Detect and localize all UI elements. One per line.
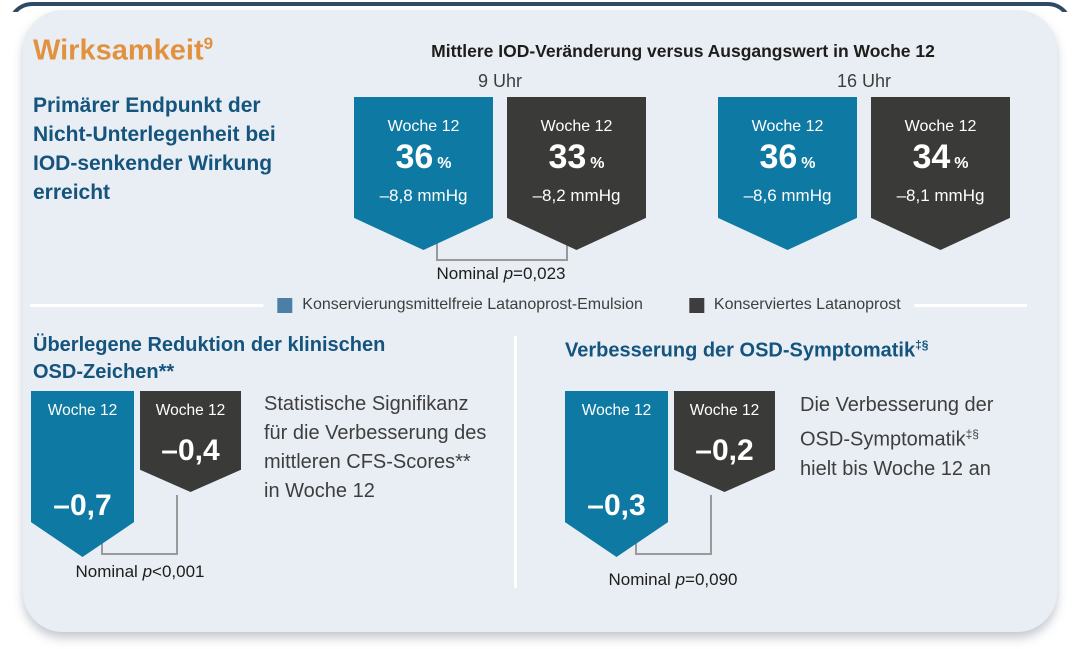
week-label: Woche 12 — [47, 402, 118, 419]
pvalue-number: =0,023 — [513, 264, 566, 283]
pvalue-bracket-osd-signs — [101, 543, 178, 555]
group-label-9uhr: 9 Uhr — [477, 71, 522, 91]
week-label: Woche 12 — [581, 402, 652, 419]
osd-symptoms-note-text: OSD-Symptomatik — [800, 428, 966, 451]
osd-signs-note-line: mittleren CFS-Scores** — [264, 451, 471, 473]
mmhg-value: –8,8 mmHg — [379, 186, 468, 205]
percent-unit: % — [437, 155, 452, 172]
week-label: Woche 12 — [751, 118, 824, 135]
legend-label-preserved: Konserviertes Latanoprost — [713, 296, 901, 313]
pvalue-prefix: Nominal — [75, 562, 143, 581]
osd-symptoms-heading-reference: ‡§ — [915, 338, 929, 352]
pvalue-note-iop: Nominal p=0,023 — [401, 264, 601, 284]
percent-number: 36 — [759, 138, 798, 176]
percent-unit: % — [590, 155, 605, 172]
percent-value: 34% — [912, 137, 968, 184]
score-value: –0,7 — [53, 489, 112, 522]
osd-signs-note-line: in Woche 12 — [264, 480, 375, 502]
pvalue-symbol: p — [503, 264, 514, 283]
legend-label-pf-emulsion: Konservierungsmittelfreie Latanoprost-Em… — [302, 296, 643, 313]
mmhg-value: –8,6 mmHg — [743, 186, 832, 205]
subtitle-line: Nicht-Unterlegenheit bei — [33, 123, 276, 146]
legend-item-preserved: Konserviertes Latanoprost — [688, 296, 901, 314]
group-label-16uhr: 16 Uhr — [836, 71, 892, 91]
osd-signs-heading: Überlegene Reduktion der klinischen OSD-… — [33, 332, 385, 386]
week-label: Woche 12 — [540, 118, 613, 135]
week-label: Woche 12 — [155, 402, 226, 419]
osd-symptoms-note-line: OSD-Symptomatik‡§ — [800, 420, 993, 455]
osd-signs-heading-line: OSD-Zeichen** — [33, 361, 175, 383]
pennant-osd-signs-pf: Woche 12 –0,7 — [31, 391, 134, 557]
pvalue-prefix: Nominal — [436, 264, 504, 283]
pvalue-prefix: Nominal — [608, 570, 676, 589]
pvalue-note-osd-symptoms: Nominal p=0,090 — [573, 570, 773, 590]
osd-symptoms-note: Die Verbesserung der OSD-Symptomatik‡§ h… — [800, 391, 993, 484]
subtitle-line: erreicht — [33, 181, 111, 204]
pvalue-bracket-osd-symptoms — [710, 495, 712, 553]
osd-symptoms-note-line: Die Verbesserung der — [800, 394, 994, 416]
top-border-arc — [8, 2, 1072, 12]
osd-symptoms-note-line: hielt bis Woche 12 an — [800, 457, 991, 480]
osd-signs-note-line: für die Verbesserung des — [264, 422, 487, 444]
pennant-osd-signs-preserved: Woche 12 –0,4 — [140, 391, 241, 492]
pennant-iop-preserved-16uhr: Woche 12 34% –8,1 mmHg — [871, 97, 1010, 250]
score-value: –0,4 — [161, 434, 220, 467]
legend-swatch-blue — [277, 297, 293, 313]
primary-endpoint-statement: Primärer Endpunkt der Nicht-Unterlegenhe… — [33, 91, 276, 207]
percent-number: 33 — [548, 138, 587, 176]
percent-number: 34 — [912, 138, 951, 176]
page-title-text: Wirksamkeit — [33, 34, 204, 67]
legend-item-pf-emulsion: Konservierungsmittelfreie Latanoprost-Em… — [277, 296, 643, 314]
pennant-iop-preserved-9uhr: Woche 12 33% –8,2 mmHg — [507, 97, 646, 250]
week-label: Woche 12 — [387, 118, 460, 135]
percent-value: 36% — [395, 137, 451, 184]
pennant-iop-pf-16uhr: Woche 12 36% –8,6 mmHg — [718, 97, 857, 250]
percent-number: 36 — [395, 138, 434, 176]
pennant-osd-symptoms-pf: Woche 12 –0,3 — [565, 391, 668, 557]
section-divider — [514, 336, 517, 588]
osd-symptoms-heading-text: Verbesserung der OSD-Symptomatik — [565, 339, 916, 362]
pvalue-bracket-osd-signs — [176, 495, 178, 553]
pvalue-symbol: p — [142, 562, 153, 581]
subtitle-line: Primärer Endpunkt der — [33, 94, 261, 117]
score-value: –0,3 — [587, 489, 646, 522]
pennant-iop-pf-9uhr: Woche 12 36% –8,8 mmHg — [354, 97, 493, 250]
subtitle-line: IOD-senkender Wirkung — [33, 152, 273, 175]
page-title-reference: 9 — [203, 34, 214, 53]
osd-signs-heading-line: Überlegene Reduktion der klinischen — [33, 334, 386, 356]
week-label: Woche 12 — [689, 402, 760, 419]
percent-unit: % — [801, 155, 816, 172]
pvalue-bracket-iop — [436, 243, 568, 261]
mmhg-value: –8,1 mmHg — [896, 186, 985, 205]
page-title: Wirksamkeit9 — [33, 34, 213, 68]
pvalue-number: <0,001 — [152, 562, 205, 581]
pvalue-note-osd-signs: Nominal p<0,001 — [40, 562, 240, 582]
mmhg-value: –8,2 mmHg — [532, 186, 621, 205]
pvalue-symbol: p — [675, 570, 686, 589]
pennant-osd-symptoms-preserved: Woche 12 –0,2 — [674, 391, 775, 492]
osd-signs-note: Statistische Signifikanz für die Verbess… — [264, 390, 486, 506]
legend-swatch-dark — [688, 297, 704, 313]
score-value: –0,2 — [695, 434, 754, 467]
percent-value: 33% — [548, 137, 604, 184]
iop-chart-title: Mittlere IOD-Veränderung versus Ausgangs… — [431, 41, 935, 61]
week-label: Woche 12 — [904, 118, 977, 135]
percent-unit: % — [954, 155, 969, 172]
percent-value: 36% — [759, 137, 815, 184]
pvalue-number: =0,090 — [685, 570, 738, 589]
osd-symptoms-note-reference: ‡§ — [965, 427, 979, 441]
legend: Konservierungsmittelfreie Latanoprost-Em… — [263, 292, 915, 318]
pvalue-bracket-osd-symptoms — [635, 543, 712, 555]
osd-signs-note-line: Statistische Signifikanz — [264, 393, 469, 415]
osd-symptoms-heading: Verbesserung der OSD-Symptomatik‡§ — [565, 332, 928, 365]
